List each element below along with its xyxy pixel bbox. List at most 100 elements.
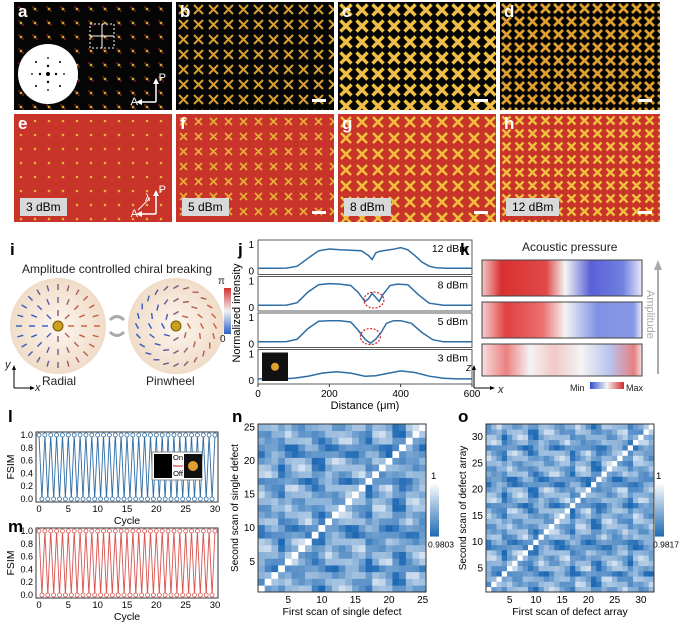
heatmap-cell xyxy=(486,460,492,467)
heatmap-cell xyxy=(318,484,326,492)
heatmap-cell xyxy=(538,508,545,514)
heatmap-cell xyxy=(543,555,550,561)
fsim-point xyxy=(83,432,89,438)
heatmap-cell xyxy=(496,529,503,535)
heatmap-cell xyxy=(372,551,380,559)
heatmap-cell xyxy=(643,450,650,456)
transition-arrow-icon xyxy=(108,315,126,337)
heatmap-cell xyxy=(522,571,529,577)
heatmap-cell xyxy=(580,550,587,556)
series-label: 8 dBm xyxy=(438,280,469,292)
heatmap-cell xyxy=(486,502,492,509)
xy-axes-icon xyxy=(12,365,35,390)
heatmap-cell xyxy=(601,439,608,446)
x-tick-label: 20 xyxy=(383,595,395,606)
heatmap-cell xyxy=(606,565,613,572)
heatmap-cell xyxy=(352,558,360,566)
heatmap-cell xyxy=(405,424,413,432)
field-arrow xyxy=(82,350,89,357)
heatmap-cell xyxy=(633,439,639,446)
heatmap-cell xyxy=(325,565,333,573)
fsim-point xyxy=(42,432,48,438)
heatmap-cell xyxy=(325,538,333,546)
heatmap-cell xyxy=(405,450,413,458)
heatmap-cell xyxy=(305,565,313,573)
heatmap-cell xyxy=(318,585,326,593)
heatmap-cell xyxy=(271,471,279,479)
heatmap-cell xyxy=(648,445,655,451)
field-arrow xyxy=(156,304,160,311)
heatmap-cell xyxy=(606,576,613,582)
heatmap-cell xyxy=(580,476,587,483)
heatmap-cell xyxy=(405,491,413,499)
field-arrow xyxy=(173,349,179,355)
heatmap-cell xyxy=(412,518,420,526)
heatmap-cell xyxy=(564,513,571,519)
fsim-point xyxy=(95,432,101,438)
heatmap-cell xyxy=(564,571,571,577)
heatmap-cell xyxy=(486,586,492,593)
heatmap-cell xyxy=(486,539,492,546)
heatmap-cell xyxy=(543,502,550,509)
heatmap-cell xyxy=(501,487,508,493)
fsim-point xyxy=(139,592,145,598)
heatmap-cell xyxy=(392,538,400,546)
analyzer-a-label: A xyxy=(130,96,138,108)
panel-label-k: k xyxy=(460,240,470,259)
heatmap-cell xyxy=(570,565,576,572)
heatmap-cell xyxy=(575,560,581,567)
heatmap-cell xyxy=(392,504,400,512)
heatmap-cell xyxy=(575,544,581,551)
heatmap-cell xyxy=(507,424,513,430)
heatmap-cell xyxy=(325,464,333,472)
x-tick-label: 30 xyxy=(635,595,647,606)
heatmap-cell xyxy=(533,508,539,514)
field-arrow xyxy=(46,298,50,306)
heatmap-cell xyxy=(538,481,545,488)
heatmap-cell xyxy=(305,437,313,445)
heatmap-cell xyxy=(564,481,571,488)
heatmap-cell xyxy=(291,544,299,552)
heatmap-cell xyxy=(318,437,326,445)
field-arrow xyxy=(173,362,179,368)
heatmap-cell xyxy=(543,544,550,551)
heatmap-cell xyxy=(491,565,497,572)
heatmap-cell xyxy=(419,524,427,532)
heatmap-cell xyxy=(486,481,492,488)
polarizer-axes-icon xyxy=(136,190,159,217)
heatmap-cell xyxy=(575,529,581,535)
heatmap-cell xyxy=(522,455,529,462)
heatmap-cell xyxy=(358,544,366,552)
fsim-point xyxy=(150,496,156,502)
y-axis-label: FSIM xyxy=(5,454,17,479)
heatmap-cell xyxy=(496,429,503,435)
heatmap-cell xyxy=(512,492,518,498)
field-arrow xyxy=(21,304,28,309)
heatmap-cell xyxy=(365,450,373,458)
field-arrow xyxy=(21,343,28,348)
heatmap-cell xyxy=(358,424,366,432)
heatmap-cell xyxy=(501,424,508,430)
fsim-point xyxy=(127,592,133,598)
heatmap-cell xyxy=(496,571,503,577)
colorbar-min: 0.9803 xyxy=(428,540,454,550)
heatmap-cell xyxy=(405,585,413,593)
heatmap-cell xyxy=(633,555,639,561)
heatmap-cell xyxy=(271,430,279,438)
heatmap-cell xyxy=(543,508,550,514)
heatmap-cell xyxy=(507,434,513,441)
heatmap-cell xyxy=(591,460,597,467)
fsim-point xyxy=(197,592,203,598)
heatmap-cell xyxy=(580,529,587,535)
fsim-point xyxy=(156,496,162,502)
heatmap-cell xyxy=(612,502,618,509)
heatmap-cell xyxy=(543,466,550,472)
heatmap-cell xyxy=(575,492,581,498)
heatmap-cell xyxy=(570,576,576,582)
heatmap-cell xyxy=(543,534,550,540)
heatmap-cell xyxy=(564,455,571,462)
heatmap-cell xyxy=(264,450,272,458)
heatmap-cell xyxy=(533,497,539,504)
heatmap-cell xyxy=(392,578,400,586)
heatmap-cell xyxy=(633,492,639,498)
